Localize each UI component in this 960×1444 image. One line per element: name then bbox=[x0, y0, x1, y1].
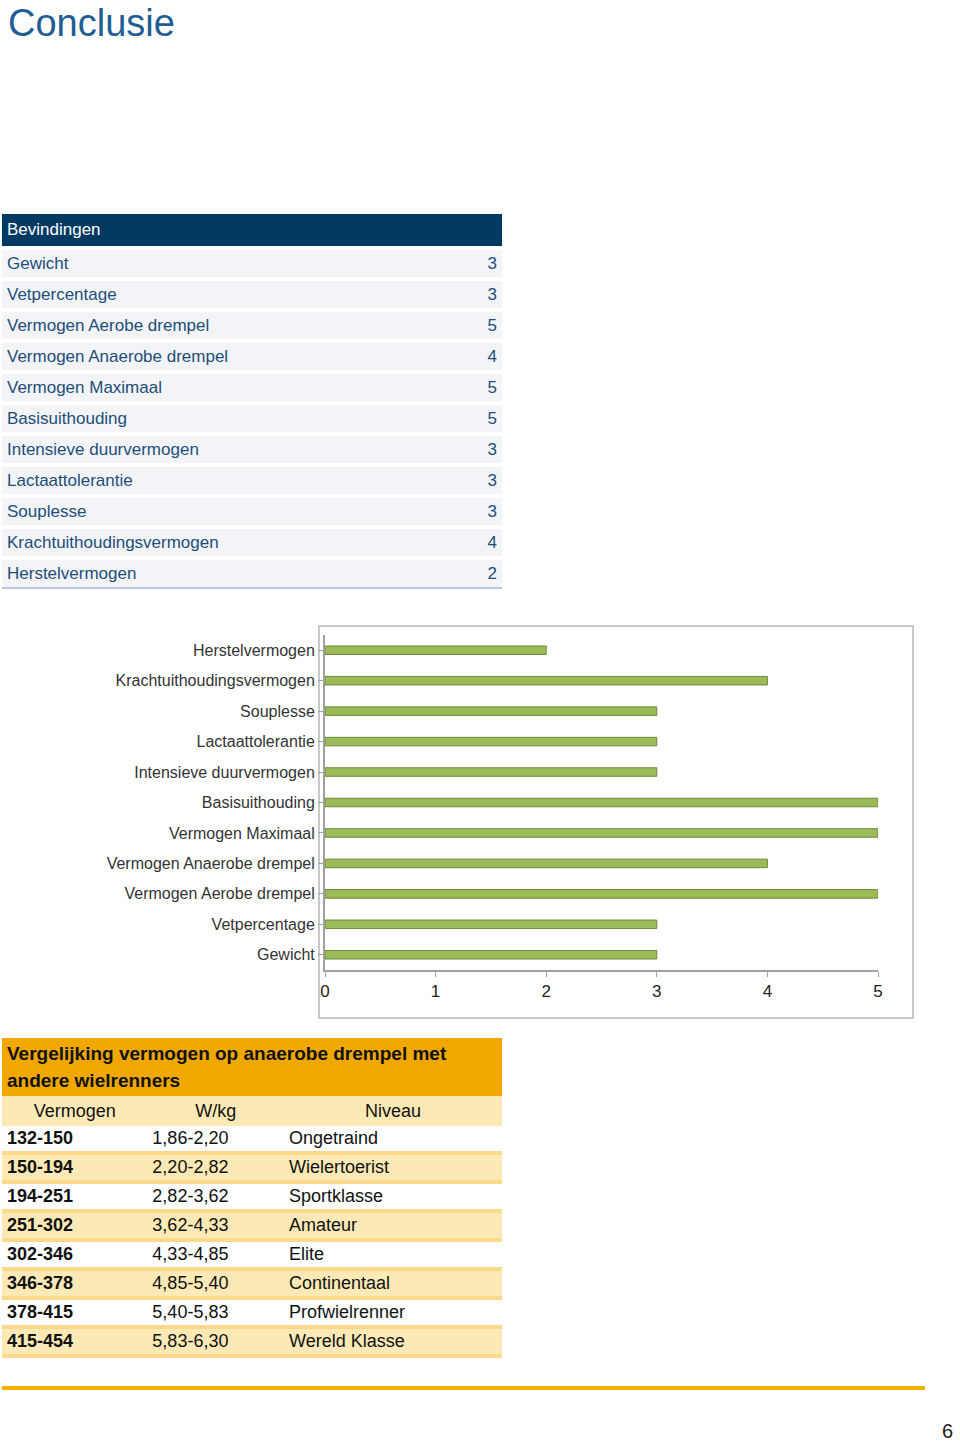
html-text:4,33-4,85: 4,33-4,85 bbox=[152, 1244, 229, 1264]
html-text:Krachtuithoudingsvermogen: Krachtuithoudingsvermogen bbox=[7, 532, 219, 552]
html-text:251-302: 251-302 bbox=[7, 1215, 74, 1235]
html-text:Continentaal: Continentaal bbox=[289, 1273, 390, 1293]
svg-text:Vermogen Aerobe drempel: Vermogen Aerobe drempel bbox=[124, 885, 314, 902]
html-text:2: 2 bbox=[487, 563, 497, 583]
html-text:Profwielrenner: Profwielrenner bbox=[289, 1302, 405, 1322]
html-text:346-378: 346-378 bbox=[7, 1273, 74, 1293]
html-text:132-150: 132-150 bbox=[7, 1128, 74, 1148]
html-text:5: 5 bbox=[487, 315, 497, 335]
html-text:3: 3 bbox=[487, 253, 497, 273]
html-text:3: 3 bbox=[487, 501, 497, 521]
html-text:Conclusie: Conclusie bbox=[8, 2, 175, 44]
html-text:378-415: 378-415 bbox=[7, 1302, 74, 1322]
svg-text:Vermogen Maximaal: Vermogen Maximaal bbox=[169, 825, 315, 842]
html-text:Souplesse: Souplesse bbox=[7, 501, 87, 521]
svg-text:Herstelvermogen: Herstelvermogen bbox=[193, 642, 315, 659]
html-text:Vermogen Aerobe drempel: Vermogen Aerobe drempel bbox=[7, 315, 210, 335]
html-text:Wereld Klasse: Wereld Klasse bbox=[289, 1331, 405, 1351]
html-text:Vermogen Maximaal: Vermogen Maximaal bbox=[7, 377, 162, 397]
html-text:Basisuithouding: Basisuithouding bbox=[7, 408, 127, 428]
html-text:Niveau: Niveau bbox=[365, 1100, 421, 1121]
svg-text:Souplesse: Souplesse bbox=[240, 703, 315, 720]
html-text:Wielertoerist: Wielertoerist bbox=[289, 1157, 389, 1177]
html-text:6: 6 bbox=[942, 1420, 954, 1442]
html-text:Herstelvermogen: Herstelvermogen bbox=[7, 563, 137, 583]
html-text:3: 3 bbox=[487, 439, 497, 459]
html-text:Amateur: Amateur bbox=[289, 1215, 357, 1235]
html-text:Intensieve duurvermogen: Intensieve duurvermogen bbox=[7, 439, 199, 459]
svg-text:Basisuithouding: Basisuithouding bbox=[202, 794, 315, 811]
html-text:Sportklasse: Sportklasse bbox=[289, 1186, 383, 1206]
html-text:415-454: 415-454 bbox=[7, 1331, 74, 1351]
html-text:5: 5 bbox=[487, 377, 497, 397]
svg-text:5: 5 bbox=[873, 982, 882, 1001]
svg-text:1: 1 bbox=[431, 982, 440, 1001]
html-text:Vermogen: Vermogen bbox=[33, 1100, 116, 1121]
svg-text:Krachtuithoudingsvermogen: Krachtuithoudingsvermogen bbox=[116, 672, 315, 689]
html-text:2,20-2,82: 2,20-2,82 bbox=[152, 1157, 229, 1177]
html-text:302-346: 302-346 bbox=[7, 1244, 74, 1264]
html-text:Vetpercentage: Vetpercentage bbox=[7, 284, 117, 304]
html-text:3: 3 bbox=[487, 284, 497, 304]
html-text:3: 3 bbox=[487, 470, 497, 490]
svg-text:Vetpercentage: Vetpercentage bbox=[212, 916, 315, 933]
svg-text:Lactaattolerantie: Lactaattolerantie bbox=[196, 733, 314, 750]
html-text:1,86-2,20: 1,86-2,20 bbox=[152, 1128, 229, 1148]
html-text:150-194: 150-194 bbox=[7, 1157, 74, 1177]
html-text:3,62-4,33: 3,62-4,33 bbox=[152, 1215, 229, 1235]
html-text:5: 5 bbox=[487, 408, 497, 428]
html-text:Ongetraind: Ongetraind bbox=[289, 1128, 378, 1148]
html-text:Lactaattolerantie: Lactaattolerantie bbox=[7, 470, 133, 490]
svg-text:4: 4 bbox=[763, 982, 772, 1001]
html-text:4: 4 bbox=[487, 532, 497, 552]
html-text:Gewicht: Gewicht bbox=[7, 253, 69, 273]
html-text:4: 4 bbox=[487, 346, 497, 366]
svg-text:3: 3 bbox=[652, 982, 661, 1001]
html-text:4,85-5,40: 4,85-5,40 bbox=[152, 1273, 229, 1293]
html-text:Vermogen Anaerobe drempel: Vermogen Anaerobe drempel bbox=[7, 346, 229, 366]
svg-text:Gewicht: Gewicht bbox=[257, 946, 315, 963]
svg-text:2: 2 bbox=[541, 982, 550, 1001]
html-text:2,82-3,62: 2,82-3,62 bbox=[152, 1186, 229, 1206]
html-text:Bevindingen: Bevindingen bbox=[7, 220, 101, 239]
html-text:W/kg: W/kg bbox=[195, 1100, 237, 1121]
html-text:5,83-6,30: 5,83-6,30 bbox=[152, 1331, 229, 1351]
html-text:194-251: 194-251 bbox=[7, 1186, 74, 1206]
html-text:5,40-5,83: 5,40-5,83 bbox=[152, 1302, 229, 1322]
html-text:Vergelijking vermogen op anaer: Vergelijking vermogen op anaerobe drempe… bbox=[7, 1043, 447, 1091]
svg-text:0: 0 bbox=[320, 982, 329, 1001]
svg-text:Intensieve duurvermogen: Intensieve duurvermogen bbox=[134, 764, 315, 781]
html-text:Elite: Elite bbox=[289, 1244, 324, 1264]
svg-text:Vermogen Anaerobe drempel: Vermogen Anaerobe drempel bbox=[107, 855, 315, 872]
